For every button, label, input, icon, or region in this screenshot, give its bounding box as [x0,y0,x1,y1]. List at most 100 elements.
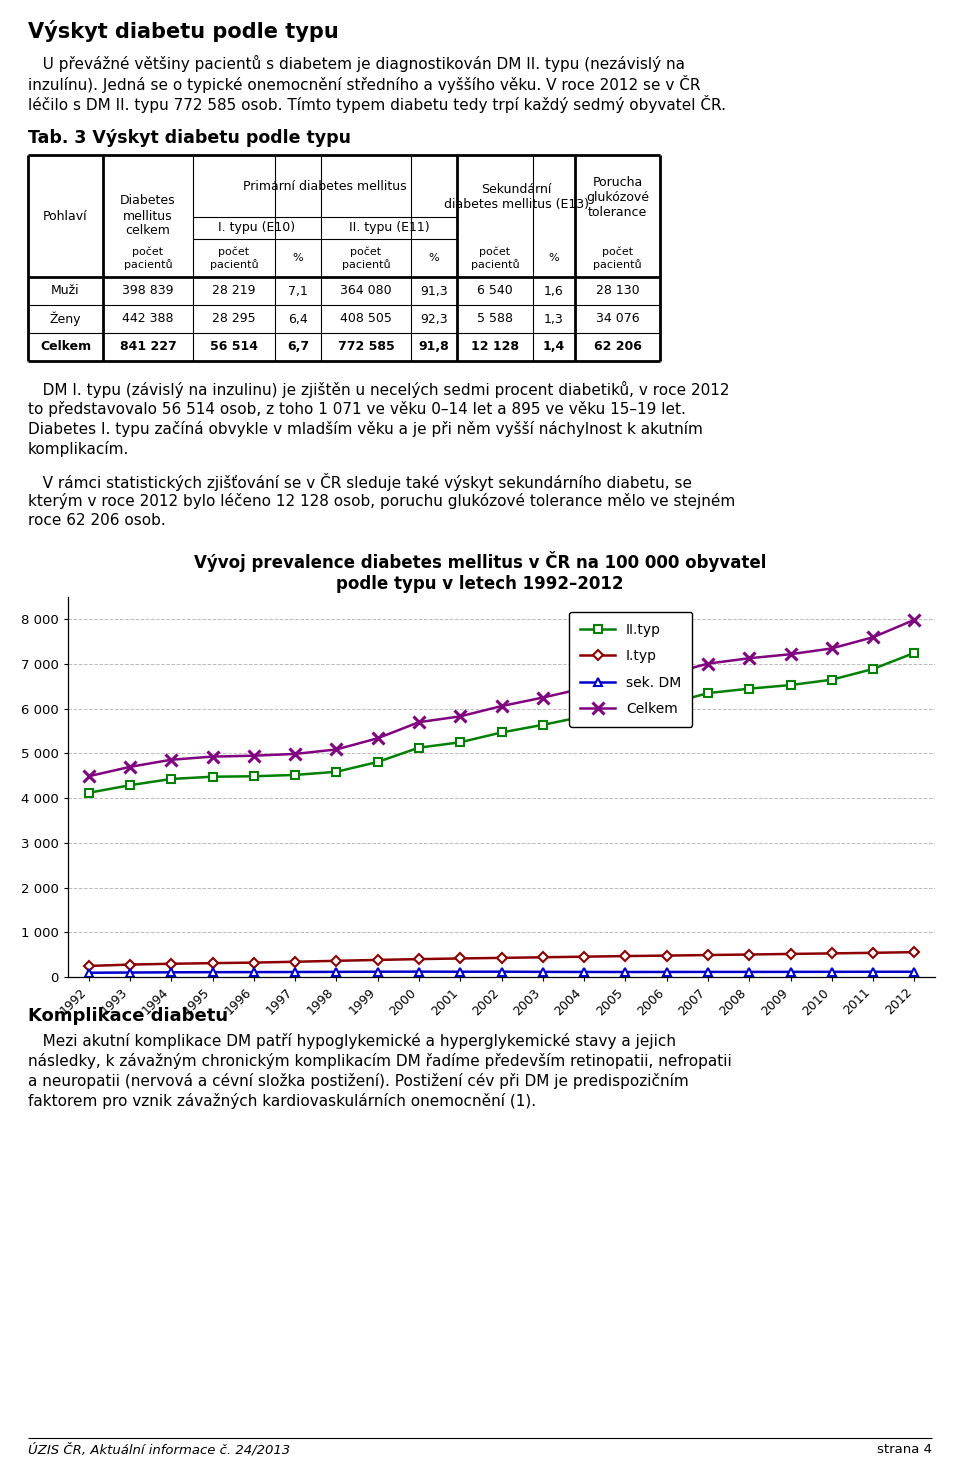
Text: roce 62 206 osob.: roce 62 206 osob. [28,513,166,528]
Text: 1,3: 1,3 [544,312,564,325]
I.typ [206,954,218,972]
Celkem [124,758,135,776]
Text: počet
pacientů: počet pacientů [124,246,172,270]
I.typ [702,946,713,963]
Text: 6,7: 6,7 [287,340,309,353]
Text: 1,4: 1,4 [542,340,565,353]
Text: Diabetes
mellitus
celkem: Diabetes mellitus celkem [120,195,176,237]
Celkem [908,611,920,629]
Text: %: % [429,254,440,262]
II.typ [537,715,548,733]
Celkem [867,629,878,647]
Celkem [248,746,259,764]
Text: 398 839: 398 839 [122,284,174,298]
sek. DM [784,963,796,981]
II.typ [826,671,837,689]
Text: 34 076: 34 076 [596,312,639,325]
Text: Sekundární
diabetes mellitus (E13): Sekundární diabetes mellitus (E13) [444,183,588,211]
sek. DM [578,963,589,981]
Text: %: % [549,254,560,262]
Text: 7,1: 7,1 [288,284,308,298]
Celkem [206,748,218,765]
II.typ [124,777,135,795]
Celkem [578,679,589,696]
Text: 56 514: 56 514 [210,340,258,353]
Celkem [619,673,631,690]
sek. DM [702,963,713,981]
II.typ [867,660,878,677]
sek. DM [124,963,135,981]
sek. DM [330,963,342,981]
Text: léčilo s DM II. typu 772 585 osob. Tímto typem diabetu tedy trpí každý sedmý oby: léčilo s DM II. typu 772 585 osob. Tímto… [28,95,726,113]
II.typ [165,770,177,787]
Text: 28 219: 28 219 [212,284,255,298]
sek. DM [83,965,94,982]
I.typ [165,954,177,972]
II.typ [330,762,342,780]
Text: strana 4: strana 4 [877,1443,932,1456]
Line: II.typ: II.typ [84,649,919,798]
I.typ [495,949,507,966]
sek. DM [454,963,466,981]
sek. DM [537,963,548,981]
Text: Vývoj prevalence diabetes mellitus v ČR na 100 000 obyvatel
podle typu v letech : Vývoj prevalence diabetes mellitus v ČR … [194,551,766,592]
Text: Muži: Muži [51,284,80,298]
Line: I.typ: I.typ [85,949,918,969]
Text: 442 388: 442 388 [122,312,174,325]
Text: Pohlaví: Pohlaví [43,210,87,223]
Text: Tab. 3 Výskyt diabetu podle typu: Tab. 3 Výskyt diabetu podle typu [28,129,351,147]
Celkem [660,666,672,683]
Text: 91,3: 91,3 [420,284,447,298]
I.typ [289,953,300,970]
Text: 772 585: 772 585 [338,340,395,353]
Legend: II.typ, I.typ, sek. DM, Celkem: II.typ, I.typ, sek. DM, Celkem [569,611,692,727]
Celkem [165,751,177,768]
Text: DM I. typu (závislý na inzulinu) je zjištěn u necelých sedmi procent diabetiků, : DM I. typu (závislý na inzulinu) je zjiš… [28,381,730,397]
II.typ [908,644,920,661]
II.typ [248,768,259,786]
Text: 91,8: 91,8 [419,340,449,353]
II.typ [619,702,631,720]
Text: %: % [293,254,303,262]
sek. DM [413,963,424,981]
Text: Porucha
glukózové
tolerance: Porucha glukózové tolerance [586,176,649,218]
Text: počet
pacientů: počet pacientů [593,246,642,270]
Text: 408 505: 408 505 [340,312,392,325]
I.typ [784,946,796,963]
Text: následky, k závažným chronickým komplikacím DM řadíme především retinopatii, nef: následky, k závažným chronickým komplika… [28,1053,732,1069]
Text: a neuropatii (nervová a cévní složka postižení). Postižení cév při DM je predisp: a neuropatii (nervová a cévní složka pos… [28,1073,688,1089]
Text: I. typu (E10): I. typu (E10) [219,221,296,235]
Text: Mezi akutní komplikace DM patří hypoglykemické a hyperglykemické stavy a jejich: Mezi akutní komplikace DM patří hypoglyk… [28,1034,676,1050]
Celkem [372,730,383,748]
I.typ [826,944,837,962]
Text: 28 130: 28 130 [596,284,639,298]
Text: 5 588: 5 588 [477,312,513,325]
II.typ [454,733,466,751]
Celkem [495,698,507,715]
Celkem [454,708,466,726]
Text: kterým v roce 2012 bylo léčeno 12 128 osob, poruchu glukózové tolerance mělo ve : kterým v roce 2012 bylo léčeno 12 128 os… [28,493,735,509]
Celkem [83,768,94,786]
Celkem [289,745,300,762]
Text: to představovalo 56 514 osob, z toho 1 071 ve věku 0–14 let a 895 ve věku 15–19 : to představovalo 56 514 osob, z toho 1 0… [28,402,685,416]
Text: 6 540: 6 540 [477,284,513,298]
I.typ [908,943,920,960]
sek. DM [248,963,259,981]
II.typ [784,676,796,693]
I.typ [454,950,466,968]
Celkem [537,689,548,707]
Text: 12 128: 12 128 [471,340,519,353]
Celkem [702,655,713,673]
Text: Ženy: Ženy [50,312,82,327]
Text: V rámci statistických zjišťování se v ČR sleduje také výskyt sekundárního diabet: V rámci statistických zjišťování se v ČR… [28,474,692,491]
Text: počet
pacientů: počet pacientů [470,246,519,270]
Text: Komplikace diabetu: Komplikace diabetu [28,1007,228,1025]
I.typ [83,957,94,975]
II.typ [372,754,383,771]
Text: 6,4: 6,4 [288,312,308,325]
Text: faktorem pro vznik závažných kardiovaskulárních onemocnění (1).: faktorem pro vznik závažných kardiovasku… [28,1094,536,1108]
Line: Celkem: Celkem [84,614,920,781]
II.typ [413,739,424,756]
I.typ [372,951,383,969]
I.typ [124,956,135,973]
